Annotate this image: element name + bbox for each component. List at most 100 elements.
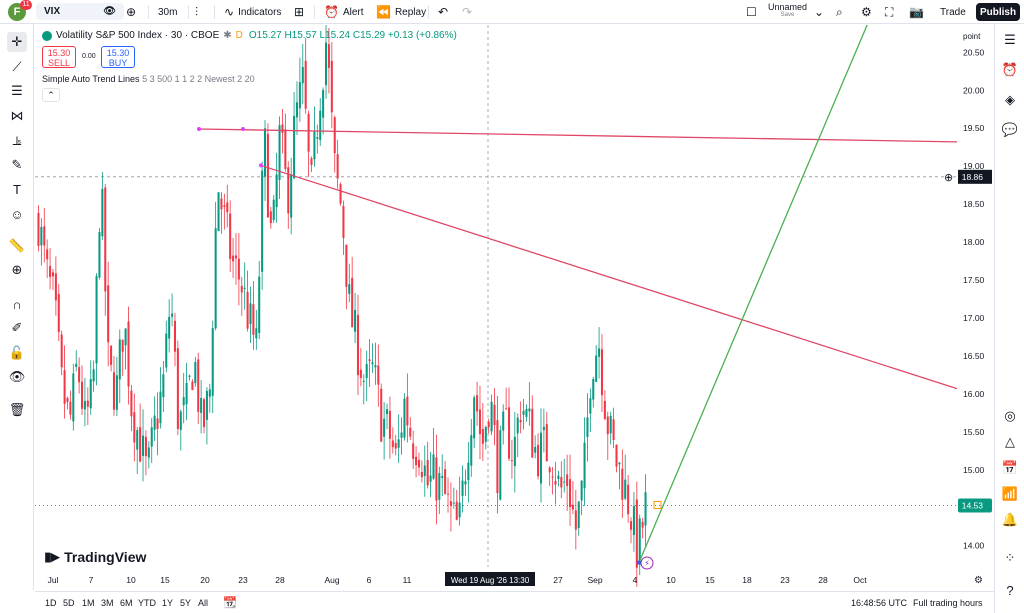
event-marker-icon[interactable] xyxy=(640,556,654,570)
ideas-button[interactable]: △ xyxy=(1000,432,1020,452)
trend-line-handle[interactable] xyxy=(259,163,263,168)
session-button[interactable]: Full trading hours xyxy=(913,598,983,608)
candle-body xyxy=(255,328,258,339)
watchlist-button[interactable]: ☰ xyxy=(1000,30,1020,50)
candle-body xyxy=(415,456,418,466)
settings-button[interactable]: ⚙ xyxy=(861,0,876,24)
text-tool[interactable]: T xyxy=(7,179,27,199)
trend-line[interactable] xyxy=(260,164,958,390)
trend-line-handle[interactable] xyxy=(197,126,201,131)
time-crosshair-label: Wed 19 Aug '26 13:30 xyxy=(451,576,530,585)
redo-button[interactable]: ↷ xyxy=(462,0,476,24)
lock-tool[interactable]: 🔓 xyxy=(7,343,27,363)
candle-body xyxy=(110,345,113,365)
price-chart[interactable]: ⚡ point 20.50 20.00 19.50 19.00 18.50 18.00 17.… xyxy=(35,25,994,591)
buy-button[interactable]: 15.30 BUY xyxy=(101,46,135,68)
layout-name-button[interactable]: Unnamed Save xyxy=(768,2,807,18)
price-axis-bg[interactable] xyxy=(957,25,994,591)
trend-line[interactable] xyxy=(198,128,958,143)
object-tree-button[interactable]: ◈ xyxy=(1000,90,1020,110)
templates-button[interactable]: ⊞ xyxy=(294,0,308,24)
trade-button[interactable]: Trade xyxy=(940,0,966,24)
snapshot-button[interactable]: 📷 xyxy=(909,0,928,24)
legend-change: +0.13 (+0.86%) xyxy=(387,30,457,41)
indicators-button[interactable]: ∿ Indicators xyxy=(224,0,281,24)
collapse-legend-button[interactable]: ⌃ xyxy=(42,88,60,102)
range-ytd[interactable]: YTD xyxy=(138,598,156,608)
chart-type-button[interactable]: ⫶ xyxy=(195,0,202,24)
range-1m[interactable]: 1M xyxy=(82,598,95,608)
candle-body xyxy=(162,374,165,398)
stay-drawing-tool[interactable]: ✐ xyxy=(7,318,27,338)
candle-body xyxy=(310,158,313,165)
buy-price: 15.30 xyxy=(106,48,130,58)
ruler-tool[interactable]: 📏 xyxy=(7,236,27,256)
magnet-tool[interactable]: ∩ xyxy=(7,294,27,314)
candle-body xyxy=(316,137,319,139)
price-tick-label: 17.00 xyxy=(963,313,985,323)
sell-button[interactable]: 15.30 SELL xyxy=(42,46,76,68)
axis-settings-icon[interactable]: ⚙ xyxy=(974,575,983,586)
legend-title[interactable]: Volatility S&P 500 Index · 30 · CBOE xyxy=(56,30,220,41)
hide-tool[interactable]: 👁 xyxy=(7,367,27,387)
time-tick-label: 10 xyxy=(126,575,136,585)
utc-clock[interactable]: 16:48:56 UTC xyxy=(851,598,908,608)
layout-checkbox[interactable]: ☐ xyxy=(746,0,761,24)
range-1d[interactable]: 1D xyxy=(45,598,57,608)
undo-button[interactable]: ↶ xyxy=(438,0,452,24)
zoom-tool[interactable]: ⊕ xyxy=(7,260,27,280)
symbol-search-input[interactable]: VIX 👁 xyxy=(36,3,124,20)
candle-body xyxy=(57,294,60,333)
compare-button[interactable]: ⊕ xyxy=(126,0,140,24)
layout-dropdown[interactable]: ⌄ xyxy=(814,0,828,24)
publish-button[interactable]: Publish xyxy=(976,3,1020,21)
projection-end-marker[interactable] xyxy=(653,501,662,510)
projection-handle[interactable] xyxy=(637,560,641,565)
alerts-button[interactable]: ⏰ xyxy=(1000,60,1020,80)
candle-body xyxy=(513,436,516,467)
candle-body xyxy=(237,258,240,280)
tradingview-logo[interactable]: ▮▶ TradingView xyxy=(44,549,146,565)
crosshair-tool[interactable]: ✛ xyxy=(7,32,27,52)
candle-body xyxy=(295,102,298,118)
quick-search-button[interactable]: ⌕ xyxy=(836,0,847,24)
redo-icon: ↷ xyxy=(462,5,473,19)
replay-button[interactable]: ⏪ Replay xyxy=(376,0,426,24)
pattern-tool[interactable]: ⋈ xyxy=(7,106,27,126)
add-alert-icon[interactable]: ⊕ xyxy=(944,171,953,184)
interval-button[interactable]: 30m xyxy=(158,0,177,24)
crosshair-price-badge xyxy=(958,169,992,184)
streams-button[interactable]: 📶 xyxy=(1000,484,1020,504)
range-6m[interactable]: 6M xyxy=(120,598,133,608)
camera-icon: 📷 xyxy=(909,5,924,19)
watch-icon[interactable]: 👁 xyxy=(103,6,116,17)
candle-body xyxy=(447,493,450,495)
calendar-button[interactable]: 📅 xyxy=(1000,458,1020,478)
fib-tool[interactable]: ☰ xyxy=(7,81,27,101)
trend-line[interactable] xyxy=(638,25,871,563)
alert-button[interactable]: ⏰ Alert xyxy=(324,0,364,24)
range-5y[interactable]: 5Y xyxy=(180,598,192,608)
candle-body xyxy=(173,320,176,352)
apps-button[interactable]: ⁘ xyxy=(1000,548,1020,568)
trendline-tool[interactable]: ⟋ xyxy=(7,57,27,77)
remove-tool[interactable]: 🗑 xyxy=(7,400,27,420)
crosshair-price-label: 18.86 xyxy=(962,172,984,182)
range-1y[interactable]: 1Y xyxy=(162,598,174,608)
brush-tool[interactable]: ✎ xyxy=(7,155,27,175)
candle-body xyxy=(351,277,354,328)
help-button[interactable]: ? xyxy=(1000,580,1020,600)
emoji-tool[interactable]: ☺ xyxy=(7,204,27,224)
date-range-button[interactable]: 📆 xyxy=(223,596,237,609)
notifications-button[interactable]: 🔔 xyxy=(1000,510,1020,530)
chat-button[interactable]: 💬 xyxy=(1000,120,1020,140)
fullscreen-button[interactable]: ⛶ xyxy=(885,0,897,24)
trend-line-handle[interactable] xyxy=(241,126,245,131)
projection-tool[interactable]: ⫡ xyxy=(7,131,27,151)
range-5d[interactable]: 5D xyxy=(63,598,75,608)
range-3m[interactable]: 3M xyxy=(101,598,114,608)
indicator-legend[interactable]: Simple Auto Trend Lines 5 3 500 1 1 2 2 … xyxy=(42,74,255,84)
range-all[interactable]: All xyxy=(198,598,209,608)
target-button[interactable]: ◎ xyxy=(1000,406,1020,426)
calendar-range-icon: 📆 xyxy=(223,597,237,609)
